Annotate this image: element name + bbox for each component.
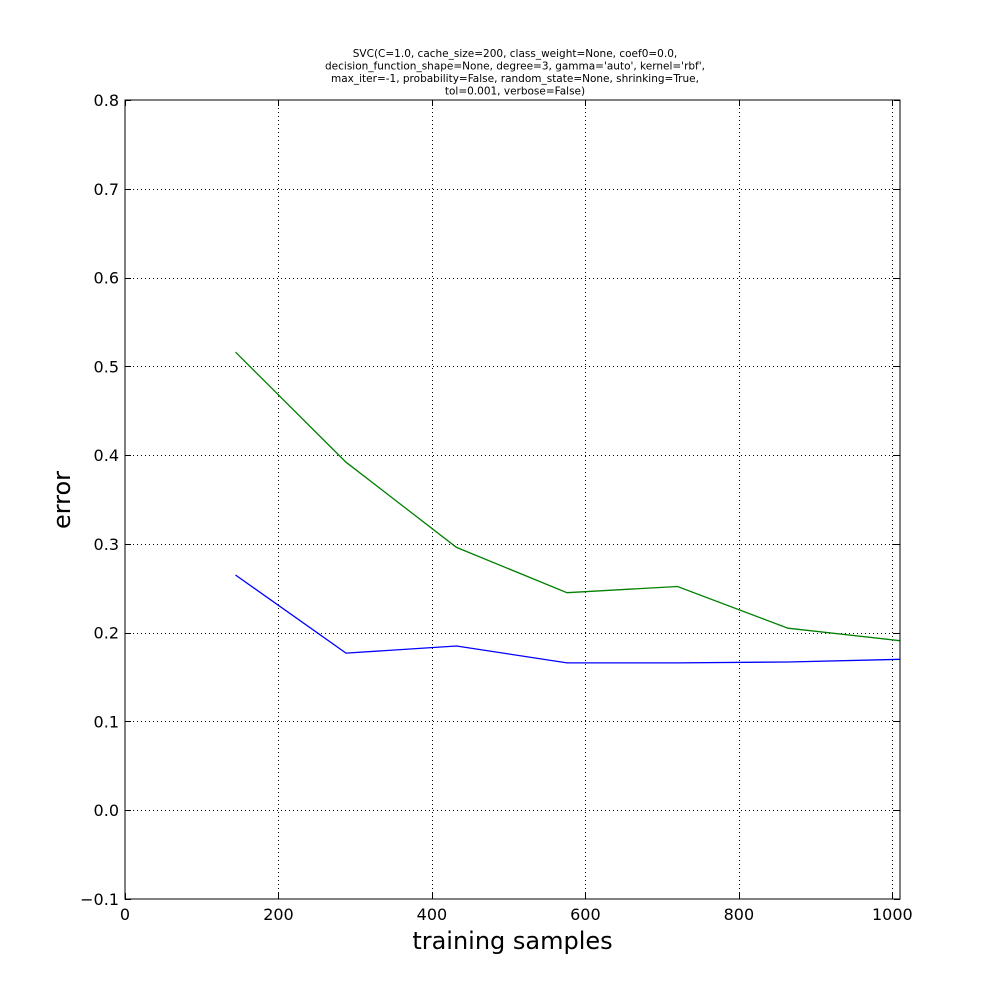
- series-line-2: [235, 351, 901, 642]
- y-tick-label: 0.1: [94, 712, 119, 731]
- y-tick-label: 0.2: [94, 624, 119, 643]
- grid-lines: [125, 100, 900, 899]
- y-tick-label: 0.8: [94, 91, 119, 110]
- x-tick-label: 0: [120, 905, 130, 924]
- chart-title-line: decision_function_shape=None, degree=3, …: [325, 61, 705, 73]
- y-axis-label: error: [48, 471, 76, 529]
- series-lines: [235, 351, 901, 664]
- x-tick-label: 1000: [872, 905, 913, 924]
- y-tick-label: 0.3: [94, 535, 119, 554]
- y-axis-ticks: −0.1 0.0 0.1 0.2 0.3 0.4 0.5 0.6 0.7 0.8: [80, 91, 900, 909]
- x-axis-label: training samples: [412, 927, 612, 955]
- chart-title: SVC(C=1.0, cache_size=200, class_weight=…: [325, 48, 705, 98]
- chart-title-line: tol=0.001, verbose=False): [445, 86, 585, 98]
- y-tick-label: 0.0: [94, 801, 119, 820]
- x-tick-label: 400: [417, 905, 448, 924]
- y-tick-label: 0.7: [94, 180, 119, 199]
- x-axis-ticks: 0 200 400 600 800 1000: [120, 100, 913, 924]
- y-tick-label: 0.4: [94, 446, 119, 465]
- y-tick-label: 0.5: [94, 357, 119, 376]
- x-tick-label: 200: [263, 905, 294, 924]
- y-tick-label: −0.1: [80, 890, 119, 909]
- x-tick-label: 600: [570, 905, 601, 924]
- chart-title-line: SVC(C=1.0, cache_size=200, class_weight=…: [353, 48, 677, 60]
- series-line-1: [235, 574, 901, 664]
- x-tick-label: 800: [724, 905, 755, 924]
- plot-frame: [124, 99, 901, 900]
- y-tick-label: 0.6: [94, 269, 119, 288]
- chart-title-line: max_iter=-1, probability=False, random_s…: [331, 73, 699, 85]
